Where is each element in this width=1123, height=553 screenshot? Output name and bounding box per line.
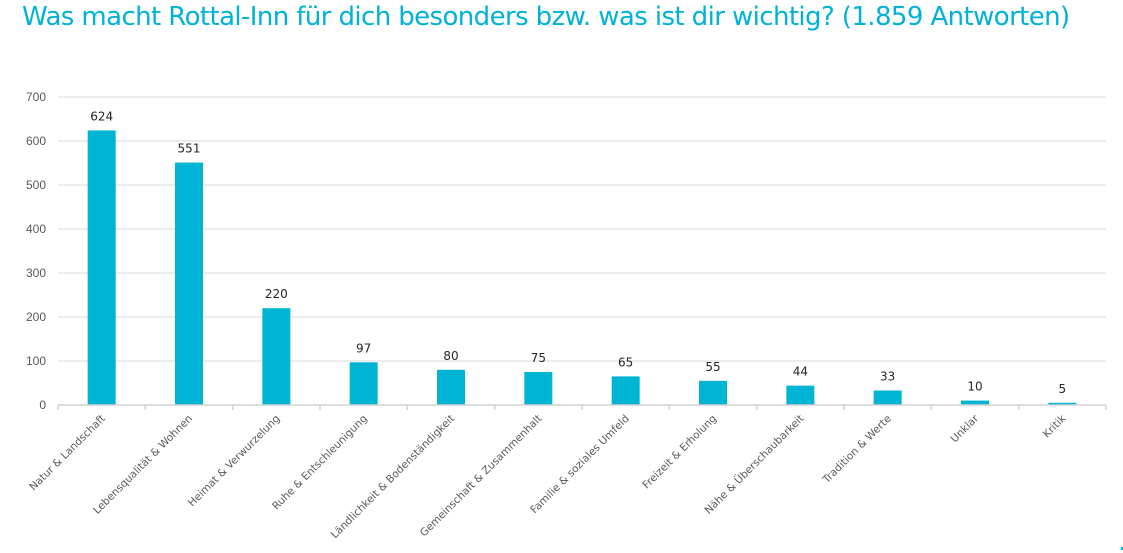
gridlines xyxy=(58,96,1106,362)
y-tick-label: 200 xyxy=(26,310,46,324)
y-tick-label: 100 xyxy=(26,354,46,368)
bar xyxy=(873,390,902,405)
data-label: 97 xyxy=(356,341,371,355)
bar xyxy=(1048,402,1077,405)
y-tick-label: 500 xyxy=(26,178,46,192)
data-label: 551 xyxy=(178,142,201,156)
x-tick-label: Lebensqualität & Wohnen xyxy=(91,413,195,517)
corner-mark xyxy=(1121,547,1123,550)
x-tick-label: Freizeit & Erholung xyxy=(640,413,719,492)
bar xyxy=(175,162,203,405)
data-label: 75 xyxy=(531,351,546,365)
bar xyxy=(961,400,989,405)
data-label: 80 xyxy=(443,349,458,363)
data-label: 33 xyxy=(880,369,895,383)
data-label: 44 xyxy=(793,365,808,379)
x-axis xyxy=(57,404,1107,410)
x-tick-label: Unklar xyxy=(949,412,982,445)
bar xyxy=(524,372,553,405)
x-tick-label: Natur & Landschaft xyxy=(27,413,107,493)
x-tick-label: Tradition & Werte xyxy=(820,413,894,487)
x-tick-label: Ruhe & Entschleunigung xyxy=(270,413,370,513)
x-tick-label: Nähe & Überschaubarkeit xyxy=(702,412,807,517)
bars xyxy=(87,130,1077,405)
y-tick-label: 700 xyxy=(26,90,46,104)
bar xyxy=(262,308,291,405)
x-tick-label: Kritik xyxy=(1041,412,1069,440)
data-label: 220 xyxy=(265,287,288,301)
y-tick-label: 0 xyxy=(39,398,46,412)
bar xyxy=(611,376,640,405)
bar xyxy=(437,369,465,405)
x-tick-label: Familie & soziales Umfeld xyxy=(528,413,632,517)
y-axis-ticks: 0 100 200 300 400 500 600 700 xyxy=(26,90,46,412)
bar xyxy=(87,130,116,405)
y-tick-label: 300 xyxy=(26,266,46,280)
y-tick-label: 600 xyxy=(26,134,46,148)
data-label: 55 xyxy=(705,360,720,374)
bar xyxy=(349,362,378,405)
bar xyxy=(699,380,727,405)
data-label: 5 xyxy=(1059,382,1067,396)
bar xyxy=(786,385,815,405)
chart-title: Was macht Rottal-Inn für dich besonders … xyxy=(22,2,1070,32)
data-label: 624 xyxy=(90,109,113,123)
y-tick-label: 400 xyxy=(26,222,46,236)
data-label: 10 xyxy=(967,380,982,394)
data-label: 65 xyxy=(618,355,633,369)
x-tick-label: Heimat & Verwurzelung xyxy=(186,413,283,510)
data-labels: 624 551 220 97 80 75 65 55 44 33 10 5 xyxy=(90,109,1066,395)
